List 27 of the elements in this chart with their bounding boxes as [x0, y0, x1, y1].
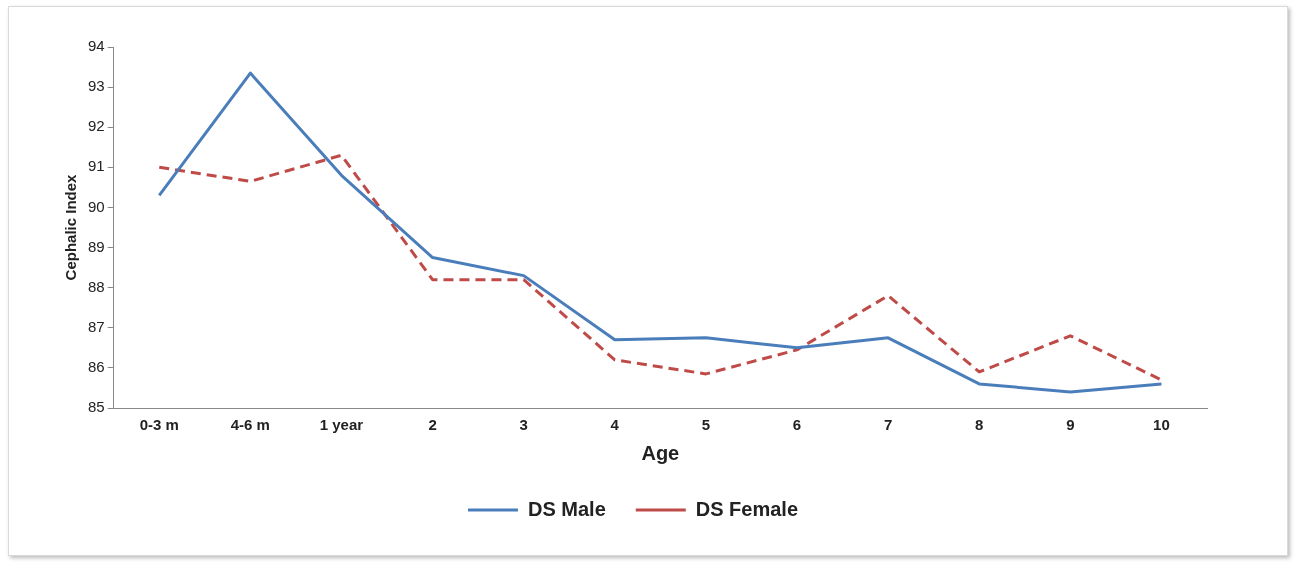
y-tick-label: 91 [88, 157, 105, 175]
y-tick-label: 88 [88, 277, 105, 295]
legend-label: DS Male [527, 497, 606, 520]
line-series [157, 153, 1163, 382]
x-tick-label: 9 [1066, 416, 1075, 434]
x-tick-label: 1 year [319, 416, 364, 434]
x-tick-label: 0-3 m [139, 416, 179, 434]
x-tick-label: 5 [701, 416, 711, 434]
x-axis-title: Age [641, 441, 680, 464]
y-axis-title: Cephalic Index [62, 173, 80, 281]
y-tick-label: 90 [88, 197, 105, 215]
x-tick-label: 10 [1153, 416, 1170, 434]
x-tick-label: 3 [519, 416, 528, 434]
y-tick-label: 87 [88, 317, 105, 335]
x-tick-label: 8 [975, 416, 984, 434]
y-tick-label: 92 [88, 117, 105, 135]
legend-label: DS Female [695, 497, 799, 520]
y-tick-label: 85 [88, 398, 105, 416]
x-tick-label: 6 [792, 416, 802, 434]
x-tick-label: 4 [610, 416, 620, 434]
y-tick-label: 89 [88, 237, 105, 255]
x-tick-label: 4-6 m [230, 416, 270, 434]
y-tick-label: 93 [88, 77, 105, 95]
y-tick-label: 94 [88, 37, 105, 55]
x-tick-label: 2 [428, 416, 437, 434]
x-tick-label: 7 [883, 416, 893, 434]
y-tick-label: 86 [88, 358, 105, 376]
